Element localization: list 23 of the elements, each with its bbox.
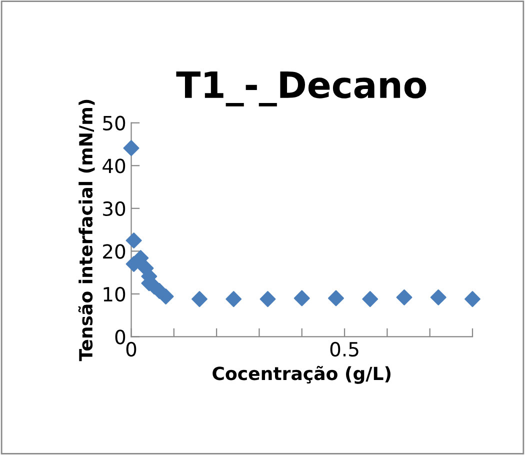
point — [260, 291, 276, 308]
y-axis-title: Tensão interfacial (mN/m) — [78, 100, 95, 362]
point — [328, 290, 344, 306]
chart-title: T1_-_Decano — [176, 72, 426, 106]
y-tick-label: 20 — [103, 244, 126, 259]
y-tick-label: 30 — [103, 201, 126, 216]
y-tick-label: 50 — [103, 116, 126, 131]
point — [430, 289, 446, 306]
point — [123, 140, 140, 156]
x-axis-title: Cocentração (g/L) — [212, 366, 390, 384]
point — [396, 289, 412, 306]
point — [362, 291, 378, 308]
x-tick-label: 0.5 — [330, 342, 358, 357]
point — [464, 291, 480, 308]
y-tick-label: 0 — [115, 330, 126, 344]
point — [192, 291, 208, 308]
point — [226, 291, 242, 308]
y-tick-label: 10 — [104, 286, 126, 302]
point — [126, 256, 142, 272]
point — [294, 290, 310, 306]
y-tick-label: 40 — [102, 158, 126, 174]
point — [126, 232, 142, 248]
point — [158, 288, 174, 304]
